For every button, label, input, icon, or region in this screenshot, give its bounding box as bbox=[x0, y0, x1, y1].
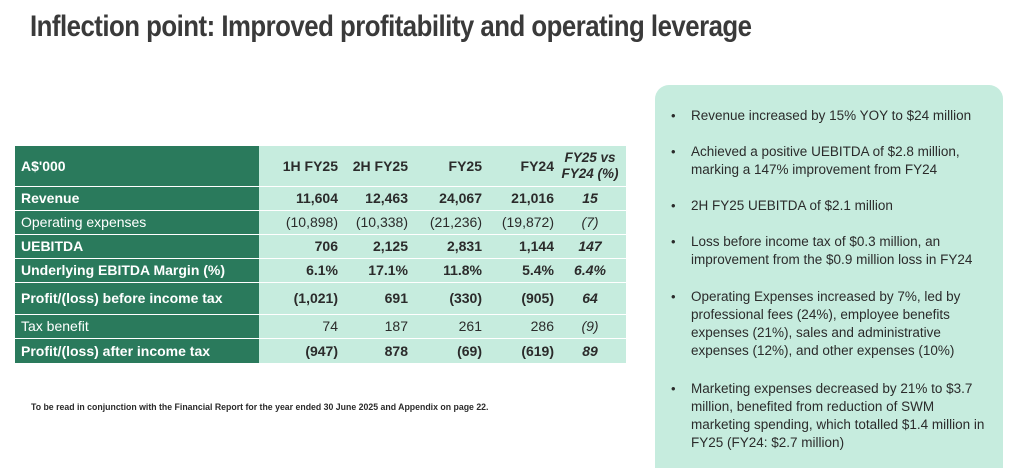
table-cell: 5.4% bbox=[489, 258, 561, 283]
table-cell: 261 bbox=[415, 314, 489, 339]
table-cell: (19,872) bbox=[489, 210, 561, 235]
highlight-text: Achieved a positive UEBITDA of $2.8 mill… bbox=[691, 144, 960, 177]
bullet-icon: • bbox=[671, 234, 676, 249]
table-cell: 11,604 bbox=[259, 186, 345, 211]
column-header: A$'000 bbox=[15, 146, 259, 187]
column-header: 1H FY25 bbox=[259, 146, 345, 187]
table-cell: (1,021) bbox=[259, 282, 345, 315]
table-cell: 2,831 bbox=[415, 234, 489, 259]
table-cell: 21,016 bbox=[489, 186, 561, 211]
comparison-cell: 89 bbox=[554, 338, 626, 363]
bullet-icon: • bbox=[671, 289, 676, 304]
table-cell: 11.8% bbox=[415, 258, 489, 283]
table-row: UEBITDA 706 2,125 2,831 1,144 bbox=[15, 234, 561, 259]
highlight-text: Loss before income tax of $0.3 million, … bbox=[691, 234, 973, 267]
comparison-column: FY25 vs FY24 (%) 15 (7) 147 6.4% 64 (9) … bbox=[554, 146, 626, 363]
table-cell: 17.1% bbox=[345, 258, 415, 283]
bullet-icon: • bbox=[671, 144, 676, 159]
comparison-cell: (9) bbox=[554, 314, 626, 339]
list-item: • Loss before income tax of $0.3 million,… bbox=[671, 233, 993, 269]
column-header: FY24 bbox=[489, 146, 561, 187]
list-item: • Achieved a positive UEBITDA of $2.8 mil… bbox=[671, 143, 993, 179]
list-item: • Revenue increased by 15% YOY to $24 mil… bbox=[671, 107, 993, 125]
row-label: Operating expenses bbox=[15, 210, 259, 235]
row-label: Profit/(loss) before income tax bbox=[15, 282, 259, 315]
table-row: Underlying EBITDA Margin (%) 6.1% 17.1% … bbox=[15, 258, 561, 283]
table-cell: 187 bbox=[345, 314, 415, 339]
table-row: Tax benefit 74 187 261 286 bbox=[15, 314, 561, 339]
highlight-text: Operating Expenses increased by 7%, led … bbox=[691, 289, 961, 358]
table-row: Revenue 11,604 12,463 24,067 21,016 bbox=[15, 186, 561, 211]
table-cell: (619) bbox=[489, 338, 561, 363]
table-row: Operating expenses (10,898) (10,338) (21… bbox=[15, 210, 561, 235]
row-label: UEBITDA bbox=[15, 234, 259, 259]
table-cell: 2,125 bbox=[345, 234, 415, 259]
table-cell: (905) bbox=[489, 282, 561, 315]
row-label: Tax benefit bbox=[15, 314, 259, 339]
table-cell: 12,463 bbox=[345, 186, 415, 211]
table-cell: (947) bbox=[259, 338, 345, 363]
row-label: Underlying EBITDA Margin (%) bbox=[15, 258, 259, 283]
table-cell: 878 bbox=[345, 338, 415, 363]
table-cell: 691 bbox=[345, 282, 415, 315]
comparison-cell: 64 bbox=[554, 282, 626, 315]
table-cell: (330) bbox=[415, 282, 489, 315]
table-cell: (10,338) bbox=[345, 210, 415, 235]
bullet-icon: • bbox=[671, 108, 676, 123]
financial-table: A$'000 1H FY25 2H FY25 FY25 FY24 Revenue… bbox=[15, 146, 561, 363]
table-cell: 24,067 bbox=[415, 186, 489, 211]
comparison-header: FY25 vs FY24 (%) bbox=[554, 146, 626, 187]
highlight-text: 2H FY25 UEBITDA of $2.1 million bbox=[691, 198, 893, 213]
table-cell: 1,144 bbox=[489, 234, 561, 259]
table-cell: (10,898) bbox=[259, 210, 345, 235]
highlight-text: Marketing expenses decreased by 21% to $… bbox=[691, 381, 985, 450]
table-cell: 706 bbox=[259, 234, 345, 259]
comparison-cell: 15 bbox=[554, 186, 626, 211]
bullet-icon: • bbox=[671, 198, 676, 213]
comparison-cell: (7) bbox=[554, 210, 626, 235]
column-header: 2H FY25 bbox=[345, 146, 415, 187]
list-item: • 2H FY25 UEBITDA of $2.1 million bbox=[671, 197, 993, 215]
list-item: • Marketing expenses decreased by 21% to … bbox=[671, 380, 993, 452]
row-label: Revenue bbox=[15, 186, 259, 211]
bullet-icon: • bbox=[671, 381, 676, 396]
table-cell: 6.1% bbox=[259, 258, 345, 283]
row-label: Profit/(loss) after income tax bbox=[15, 338, 259, 363]
table-cell: 286 bbox=[489, 314, 561, 339]
table-cell: 74 bbox=[259, 314, 345, 339]
table-row: Profit/(loss) after income tax (947) 878… bbox=[15, 338, 561, 363]
highlight-text: Revenue increased by 15% YOY to $24 mill… bbox=[691, 108, 972, 123]
table-row: Profit/(loss) before income tax (1,021) … bbox=[15, 282, 561, 315]
comparison-header-line2: FY24 (%) bbox=[561, 165, 619, 181]
comparison-cell: 147 bbox=[554, 234, 626, 259]
table-cell: (69) bbox=[415, 338, 489, 363]
list-item: • Operating Expenses increased by 7%, led… bbox=[671, 288, 993, 360]
comparison-header-line1: FY25 vs bbox=[564, 149, 616, 165]
comparison-cell: 6.4% bbox=[554, 258, 626, 283]
table-header-row: A$'000 1H FY25 2H FY25 FY25 FY24 bbox=[15, 146, 561, 187]
table-cell: (21,236) bbox=[415, 210, 489, 235]
page-title: Inflection point: Improved profitability… bbox=[30, 10, 752, 43]
footnote: To be read in conjunction with the Finan… bbox=[31, 402, 489, 413]
highlights-panel: • Revenue increased by 15% YOY to $24 mil… bbox=[655, 85, 1003, 468]
column-header: FY25 bbox=[415, 146, 489, 187]
